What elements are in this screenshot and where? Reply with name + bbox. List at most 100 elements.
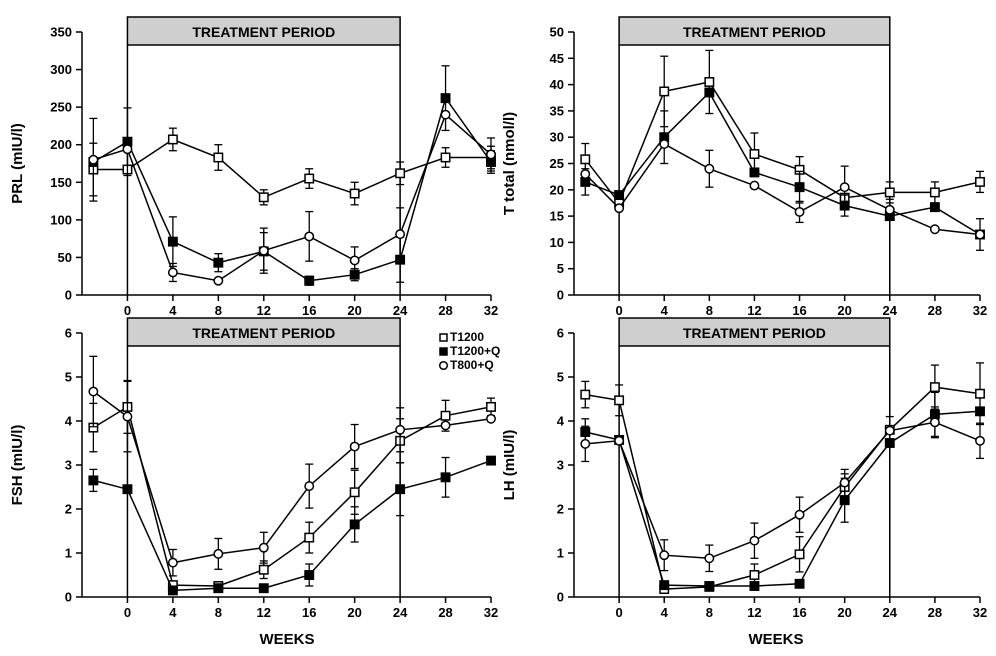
y-axis-title: FSH (mIU/l) (9, 425, 26, 506)
data-point-circle (122, 144, 133, 155)
y-tick-label: 3 (557, 458, 564, 473)
panel-prl: 0 50 100 150 200 250 300 350 0 4 8 12 16 20 24 28 32 PRL … (9, 16, 498, 318)
series-line (584, 81, 981, 205)
legend-label-t1200q: T1200+Q (450, 344, 500, 358)
x-tick-label: 16 (792, 605, 806, 620)
data-point-circle (580, 438, 591, 449)
data-point-square (88, 475, 99, 486)
data-point-circle (975, 435, 985, 446)
y-tick-label: 0 (65, 288, 72, 303)
x-tick-label: 28 (928, 605, 942, 620)
series-t1200 (88, 379, 496, 591)
data-point-square (794, 549, 805, 560)
y-tick-label: 0 (557, 590, 564, 605)
treatment-bar (126, 16, 401, 46)
data-point-circle (884, 204, 895, 215)
data-point-square (614, 190, 625, 201)
data-point-square (975, 406, 985, 417)
x-tick-label: 32 (484, 605, 498, 620)
x-tick-label: 20 (837, 605, 851, 620)
series-line (585, 421, 981, 560)
x-tick-label: 8 (215, 605, 222, 620)
x-tick-label: 12 (747, 303, 761, 318)
y-axis-title: PRL (mIU/l) (9, 123, 26, 204)
data-point-square (349, 519, 360, 530)
y-tick-label: 30 (550, 130, 564, 145)
legend-label-t800q: T800+Q (450, 358, 494, 372)
data-point-square (304, 173, 315, 184)
data-point-square (395, 484, 406, 495)
series-t1200 (580, 49, 985, 208)
y-tick-label: 6 (557, 326, 564, 341)
y-tick-label: 0 (557, 288, 564, 303)
y-tick-label: 2 (65, 502, 72, 517)
data-point-circle (614, 203, 625, 214)
data-point-square (704, 77, 715, 87)
legend-marker-open-square (439, 333, 448, 342)
treatment-label: TREATMENT PERIOD (683, 325, 826, 341)
y-tick-label: 6 (65, 326, 72, 341)
x-tick-label: 12 (257, 303, 271, 318)
data-point-square (580, 154, 591, 165)
x-tick-label: 28 (928, 303, 942, 318)
data-point-circle (580, 169, 591, 179)
data-point-circle (167, 267, 178, 278)
data-point-square (304, 275, 315, 286)
data-point-square (440, 152, 451, 163)
series-t1200-q (88, 65, 496, 286)
data-point-circle (839, 182, 850, 193)
data-point-square (167, 236, 178, 247)
treatment-label: TREATMENT PERIOD (683, 24, 826, 40)
series-t800-q (88, 109, 496, 286)
data-point-circle (704, 553, 715, 564)
data-point-square (749, 167, 760, 178)
x-tick-label: 20 (347, 605, 361, 620)
data-point-square (659, 580, 670, 591)
data-point-square (167, 134, 178, 145)
y-tick-label: 35 (550, 103, 564, 118)
series-line (585, 91, 981, 236)
treatment-bar (126, 317, 401, 347)
data-point-square (213, 257, 224, 268)
x-axis-title-right: WEEKS (748, 631, 803, 648)
data-point-circle (884, 425, 895, 436)
x-tick-label: 16 (792, 303, 806, 318)
data-point-circle (659, 139, 670, 149)
series-line (93, 138, 491, 199)
series-line (93, 459, 492, 592)
data-point-square (440, 472, 451, 483)
data-point-circle (349, 441, 360, 452)
x-tick-label: 16 (302, 303, 316, 318)
y-tick-label: 10 (550, 235, 564, 250)
x-tick-label: 0 (124, 303, 131, 318)
data-point-square (975, 388, 985, 399)
x-tick-label: 20 (837, 303, 851, 318)
x-tick-label: 24 (393, 303, 408, 318)
treatment-label: TREATMENT PERIOD (192, 24, 335, 40)
series-line (585, 410, 981, 587)
data-point-square (349, 188, 360, 199)
data-point-square (704, 87, 715, 98)
x-tick-label: 8 (215, 303, 222, 318)
data-point-square (884, 438, 895, 448)
y-axis-title: T total (nmol/l) (501, 112, 518, 215)
y-tick-label: 50 (58, 250, 72, 265)
y-tick-label: 1 (557, 546, 564, 561)
x-tick-label: 12 (747, 605, 761, 620)
data-point-square (929, 202, 940, 213)
x-tick-label: 0 (615, 303, 622, 318)
data-point-square (440, 93, 451, 104)
data-point-square (884, 187, 895, 198)
data-point-square (167, 585, 178, 596)
y-axis-title: LH (mIU/l) (501, 430, 518, 501)
data-point-square (580, 389, 591, 400)
data-point-circle (839, 477, 850, 488)
x-tick-label: 32 (973, 303, 987, 318)
data-point-circle (440, 109, 451, 120)
y-tick-label: 40 (550, 77, 564, 92)
data-point-circle (167, 557, 178, 568)
x-tick-label: 32 (484, 303, 498, 318)
data-point-square (258, 192, 269, 203)
data-point-square (749, 570, 760, 580)
data-point-square (122, 484, 133, 495)
